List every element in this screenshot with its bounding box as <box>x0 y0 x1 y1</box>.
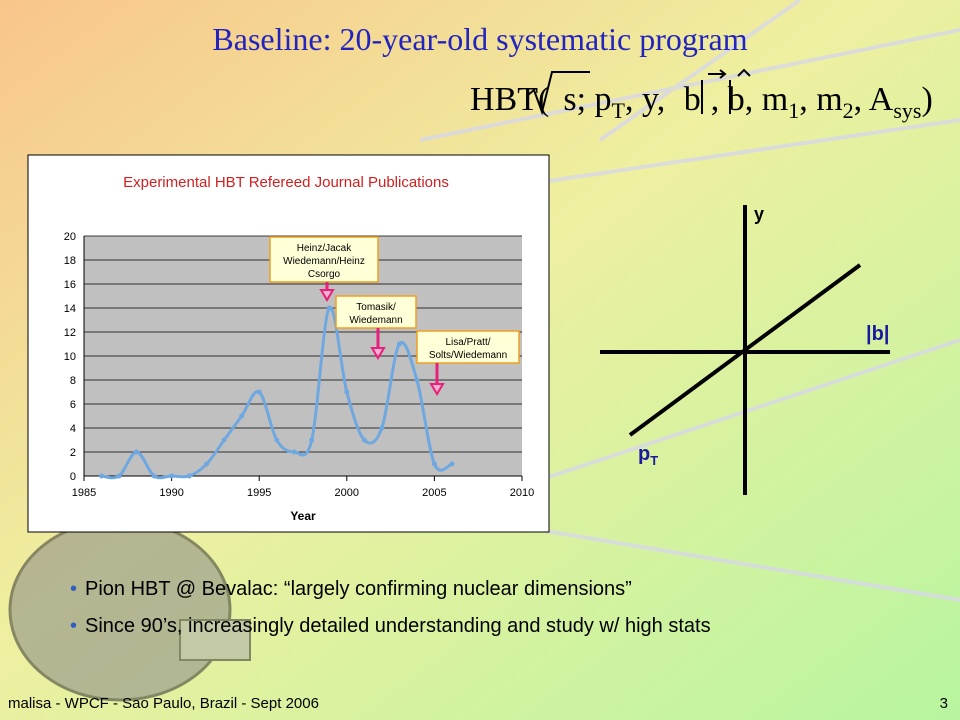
formula-part: , y, <box>625 81 674 118</box>
pt-t: T <box>650 453 658 468</box>
axis-label-b: |b| <box>866 323 889 345</box>
y-tick-label: 10 <box>64 351 76 363</box>
series-marker <box>239 413 245 419</box>
footer: malisa - WPCF - Sao Paulo, Brazil - Sept… <box>8 695 319 712</box>
tape-measure <box>8 518 251 702</box>
annotation-text: Wiedemann/Heinz <box>283 256 365 267</box>
formula-part: ) <box>921 81 932 118</box>
y-tick-label: 6 <box>70 399 76 411</box>
annotation-text: Solts/Wiedemann <box>429 350 507 361</box>
annotation-text: Heinz/Jacak <box>297 243 352 254</box>
y-tick-label: 4 <box>70 423 76 435</box>
pt-p: p <box>638 443 650 465</box>
chart-title: Experimental HBT Refereed Journal Public… <box>123 174 449 191</box>
series-line <box>101 306 453 480</box>
y-tick-label: 20 <box>64 231 76 243</box>
series-marker <box>169 473 175 479</box>
formula-part: sys <box>893 98 921 123</box>
y-tick-label: 14 <box>64 303 76 315</box>
annotation-arrowhead <box>370 347 386 360</box>
formula-part: , A <box>854 81 894 118</box>
formula: HBT(s; pT, y, b, b, m1, m2, Asys) <box>470 81 933 123</box>
series-marker <box>116 473 122 479</box>
formula-decor <box>527 68 751 116</box>
series-marker <box>326 305 332 311</box>
formula-part: b <box>728 81 745 118</box>
y-tick-label: 18 <box>64 255 76 267</box>
annotation-box <box>269 236 379 283</box>
series-marker <box>221 437 227 443</box>
chart: Experimental HBT Refereed Journal Public… <box>27 154 550 533</box>
formula-part: s <box>563 81 576 118</box>
x-tick-label: 1995 <box>247 487 271 499</box>
annotation-box <box>416 330 520 364</box>
y-tick-label: 0 <box>70 471 76 483</box>
annotation-text: Wiedemann <box>349 315 402 326</box>
annotation-text: Tomasik/ <box>356 302 396 313</box>
series-marker <box>414 377 420 383</box>
bullet: Pion HBT @ Bevalac: “largely confirming … <box>85 578 632 600</box>
formula-part: b <box>684 81 701 118</box>
y-tick-label: 2 <box>70 447 76 459</box>
formula-part: T <box>612 98 626 123</box>
y-tick-label: 8 <box>70 375 76 387</box>
series-marker <box>274 437 280 443</box>
series-marker <box>379 425 385 431</box>
page-number: 3 <box>940 695 948 712</box>
series-marker <box>361 437 367 443</box>
axis-label-y: y <box>754 204 764 224</box>
formula-part: , <box>711 81 728 118</box>
y-tick-label: 16 <box>64 279 76 291</box>
slide-title: Baseline: 20-year-old systematic program <box>212 21 747 57</box>
formula-part: , m <box>799 81 842 118</box>
x-tick-label: 1990 <box>159 487 183 499</box>
bullet: Since 90’s, increasingly detailed unders… <box>85 615 711 637</box>
x-tick-label: 1985 <box>72 487 96 499</box>
series-marker <box>431 461 437 467</box>
bullet-dot: • <box>70 615 77 637</box>
axis-label-pt: pT <box>638 443 658 468</box>
bullet-dot: • <box>70 578 77 600</box>
annotation-text: Lisa/Pratt/ <box>445 337 490 348</box>
formula-part: ; p <box>577 81 612 118</box>
series-marker <box>309 437 315 443</box>
formula-part: 2 <box>843 98 854 123</box>
series-marker <box>291 449 297 455</box>
y-tick-label: 12 <box>64 327 76 339</box>
series-marker <box>256 389 262 395</box>
formula-part: , m <box>745 81 788 118</box>
x-axis-label: Year <box>290 509 316 523</box>
formula-part: 1 <box>788 98 799 123</box>
series-marker <box>449 461 455 467</box>
series-marker <box>204 461 210 467</box>
x-tick-label: 2000 <box>335 487 359 499</box>
series-marker <box>134 449 140 455</box>
x-tick-label: 2010 <box>510 487 534 499</box>
axes-diagram <box>600 205 890 495</box>
formula-part: HBT( <box>470 81 549 118</box>
annotation-box <box>335 295 417 329</box>
bullets: • Pion HBT @ Bevalac: “largely confirmin… <box>70 578 711 637</box>
annotation-arrowhead <box>319 289 335 302</box>
series-marker <box>344 389 350 395</box>
series-marker <box>186 473 192 479</box>
annotation-text: Csorgo <box>308 269 341 280</box>
series-marker <box>151 473 157 479</box>
series-marker <box>396 341 402 347</box>
series-marker <box>99 473 105 479</box>
x-tick-label: 2005 <box>422 487 446 499</box>
annotation-arrowhead <box>429 383 445 396</box>
